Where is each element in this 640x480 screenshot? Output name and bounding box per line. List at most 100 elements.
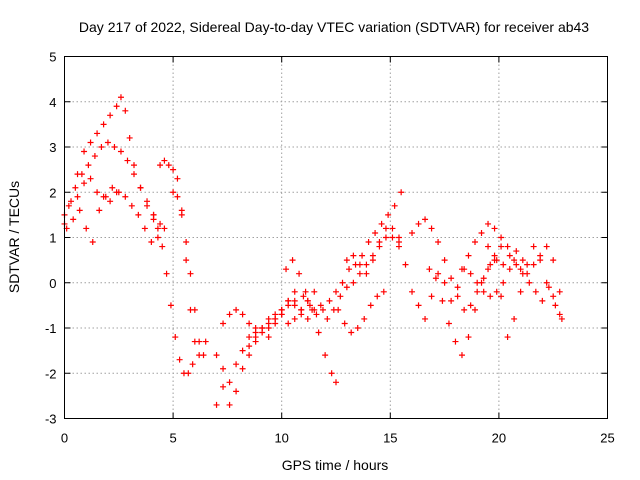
data-point bbox=[226, 401, 233, 408]
series-track-21 bbox=[485, 243, 563, 341]
data-point bbox=[189, 361, 196, 368]
data-point bbox=[302, 288, 309, 295]
data-point bbox=[452, 338, 459, 345]
data-point bbox=[415, 220, 422, 227]
data-point bbox=[350, 252, 357, 259]
data-point bbox=[537, 257, 544, 264]
data-point bbox=[226, 379, 233, 386]
axis-ticks: 0 5 10 15 20 25 -3 -2 -1 0 1 2 3 4 5 bbox=[45, 50, 615, 446]
data-point bbox=[74, 193, 81, 200]
data-point bbox=[246, 320, 253, 327]
data-point bbox=[485, 266, 492, 273]
data-point bbox=[117, 148, 124, 155]
data-point bbox=[380, 288, 387, 295]
data-point bbox=[343, 257, 350, 264]
data-point bbox=[422, 216, 429, 223]
y-axis-label: SDTVAR / TECUs bbox=[6, 181, 22, 293]
data-point bbox=[150, 211, 157, 218]
data-point bbox=[154, 234, 161, 241]
data-point bbox=[131, 162, 138, 169]
data-point bbox=[524, 270, 531, 277]
data-point bbox=[315, 329, 322, 336]
series-track-5 bbox=[157, 157, 203, 359]
data-point bbox=[174, 193, 181, 200]
data-point bbox=[113, 103, 120, 110]
grid bbox=[64, 56, 608, 419]
data-point bbox=[367, 302, 374, 309]
data-point bbox=[465, 252, 472, 259]
series-track-18 bbox=[409, 216, 526, 313]
data-point bbox=[259, 325, 266, 331]
data-point bbox=[135, 211, 142, 218]
x-tick-label: 0 bbox=[61, 431, 68, 446]
data-point bbox=[126, 134, 133, 141]
data-point bbox=[137, 184, 144, 191]
data-point bbox=[246, 343, 253, 350]
data-point bbox=[439, 297, 446, 304]
data-point bbox=[107, 198, 114, 205]
data-point bbox=[428, 293, 435, 300]
y-tick-label: 2 bbox=[49, 185, 56, 200]
data-point bbox=[415, 302, 422, 309]
x-tick-label: 15 bbox=[383, 431, 397, 446]
data-point bbox=[454, 284, 461, 291]
data-point bbox=[246, 352, 253, 359]
data-point bbox=[239, 347, 246, 354]
data-point bbox=[291, 315, 298, 322]
data-point bbox=[478, 229, 485, 236]
data-point bbox=[107, 112, 114, 119]
x-tick-label: 5 bbox=[169, 431, 176, 446]
data-point bbox=[313, 311, 320, 318]
data-point bbox=[163, 270, 170, 277]
y-tick-label: -2 bbox=[45, 366, 57, 381]
data-point bbox=[422, 315, 429, 322]
data-point bbox=[157, 220, 164, 227]
data-point bbox=[519, 257, 526, 264]
data-point bbox=[474, 288, 481, 295]
data-point bbox=[328, 370, 335, 377]
data-point bbox=[144, 202, 151, 209]
series-track-17 bbox=[395, 239, 565, 322]
data-point bbox=[78, 171, 85, 178]
data-point bbox=[122, 107, 129, 114]
data-point bbox=[233, 361, 240, 368]
data-point bbox=[363, 261, 370, 268]
series-track-3 bbox=[63, 184, 155, 246]
data-point bbox=[513, 261, 520, 268]
data-point bbox=[485, 243, 492, 250]
data-point bbox=[343, 284, 350, 291]
data-point bbox=[526, 279, 533, 286]
series-track-2 bbox=[61, 139, 161, 241]
data-point bbox=[131, 171, 138, 178]
data-point bbox=[498, 293, 505, 300]
data-point bbox=[291, 288, 298, 295]
data-point bbox=[187, 270, 194, 277]
series-track-12 bbox=[283, 257, 339, 386]
data-point bbox=[461, 306, 468, 313]
data-point bbox=[498, 243, 505, 250]
data-point bbox=[70, 216, 77, 223]
series-track-14 bbox=[300, 189, 405, 318]
data-point bbox=[239, 311, 246, 318]
data-point bbox=[382, 225, 389, 232]
data-point bbox=[539, 297, 546, 304]
data-point bbox=[356, 261, 363, 268]
data-point bbox=[309, 306, 316, 313]
data-point bbox=[389, 234, 396, 241]
data-point bbox=[550, 293, 557, 300]
data-point bbox=[543, 279, 550, 286]
data-point bbox=[445, 320, 452, 327]
data-point bbox=[148, 239, 155, 246]
series-track-6 bbox=[150, 211, 196, 377]
data-point bbox=[220, 383, 227, 390]
data-point bbox=[389, 225, 396, 232]
data-point bbox=[157, 162, 164, 169]
data-point bbox=[348, 329, 355, 336]
data-point bbox=[506, 252, 513, 259]
data-point bbox=[124, 157, 131, 164]
data-point bbox=[513, 248, 520, 255]
data-point bbox=[200, 352, 207, 359]
data-point bbox=[252, 334, 259, 341]
data-point bbox=[341, 320, 348, 327]
